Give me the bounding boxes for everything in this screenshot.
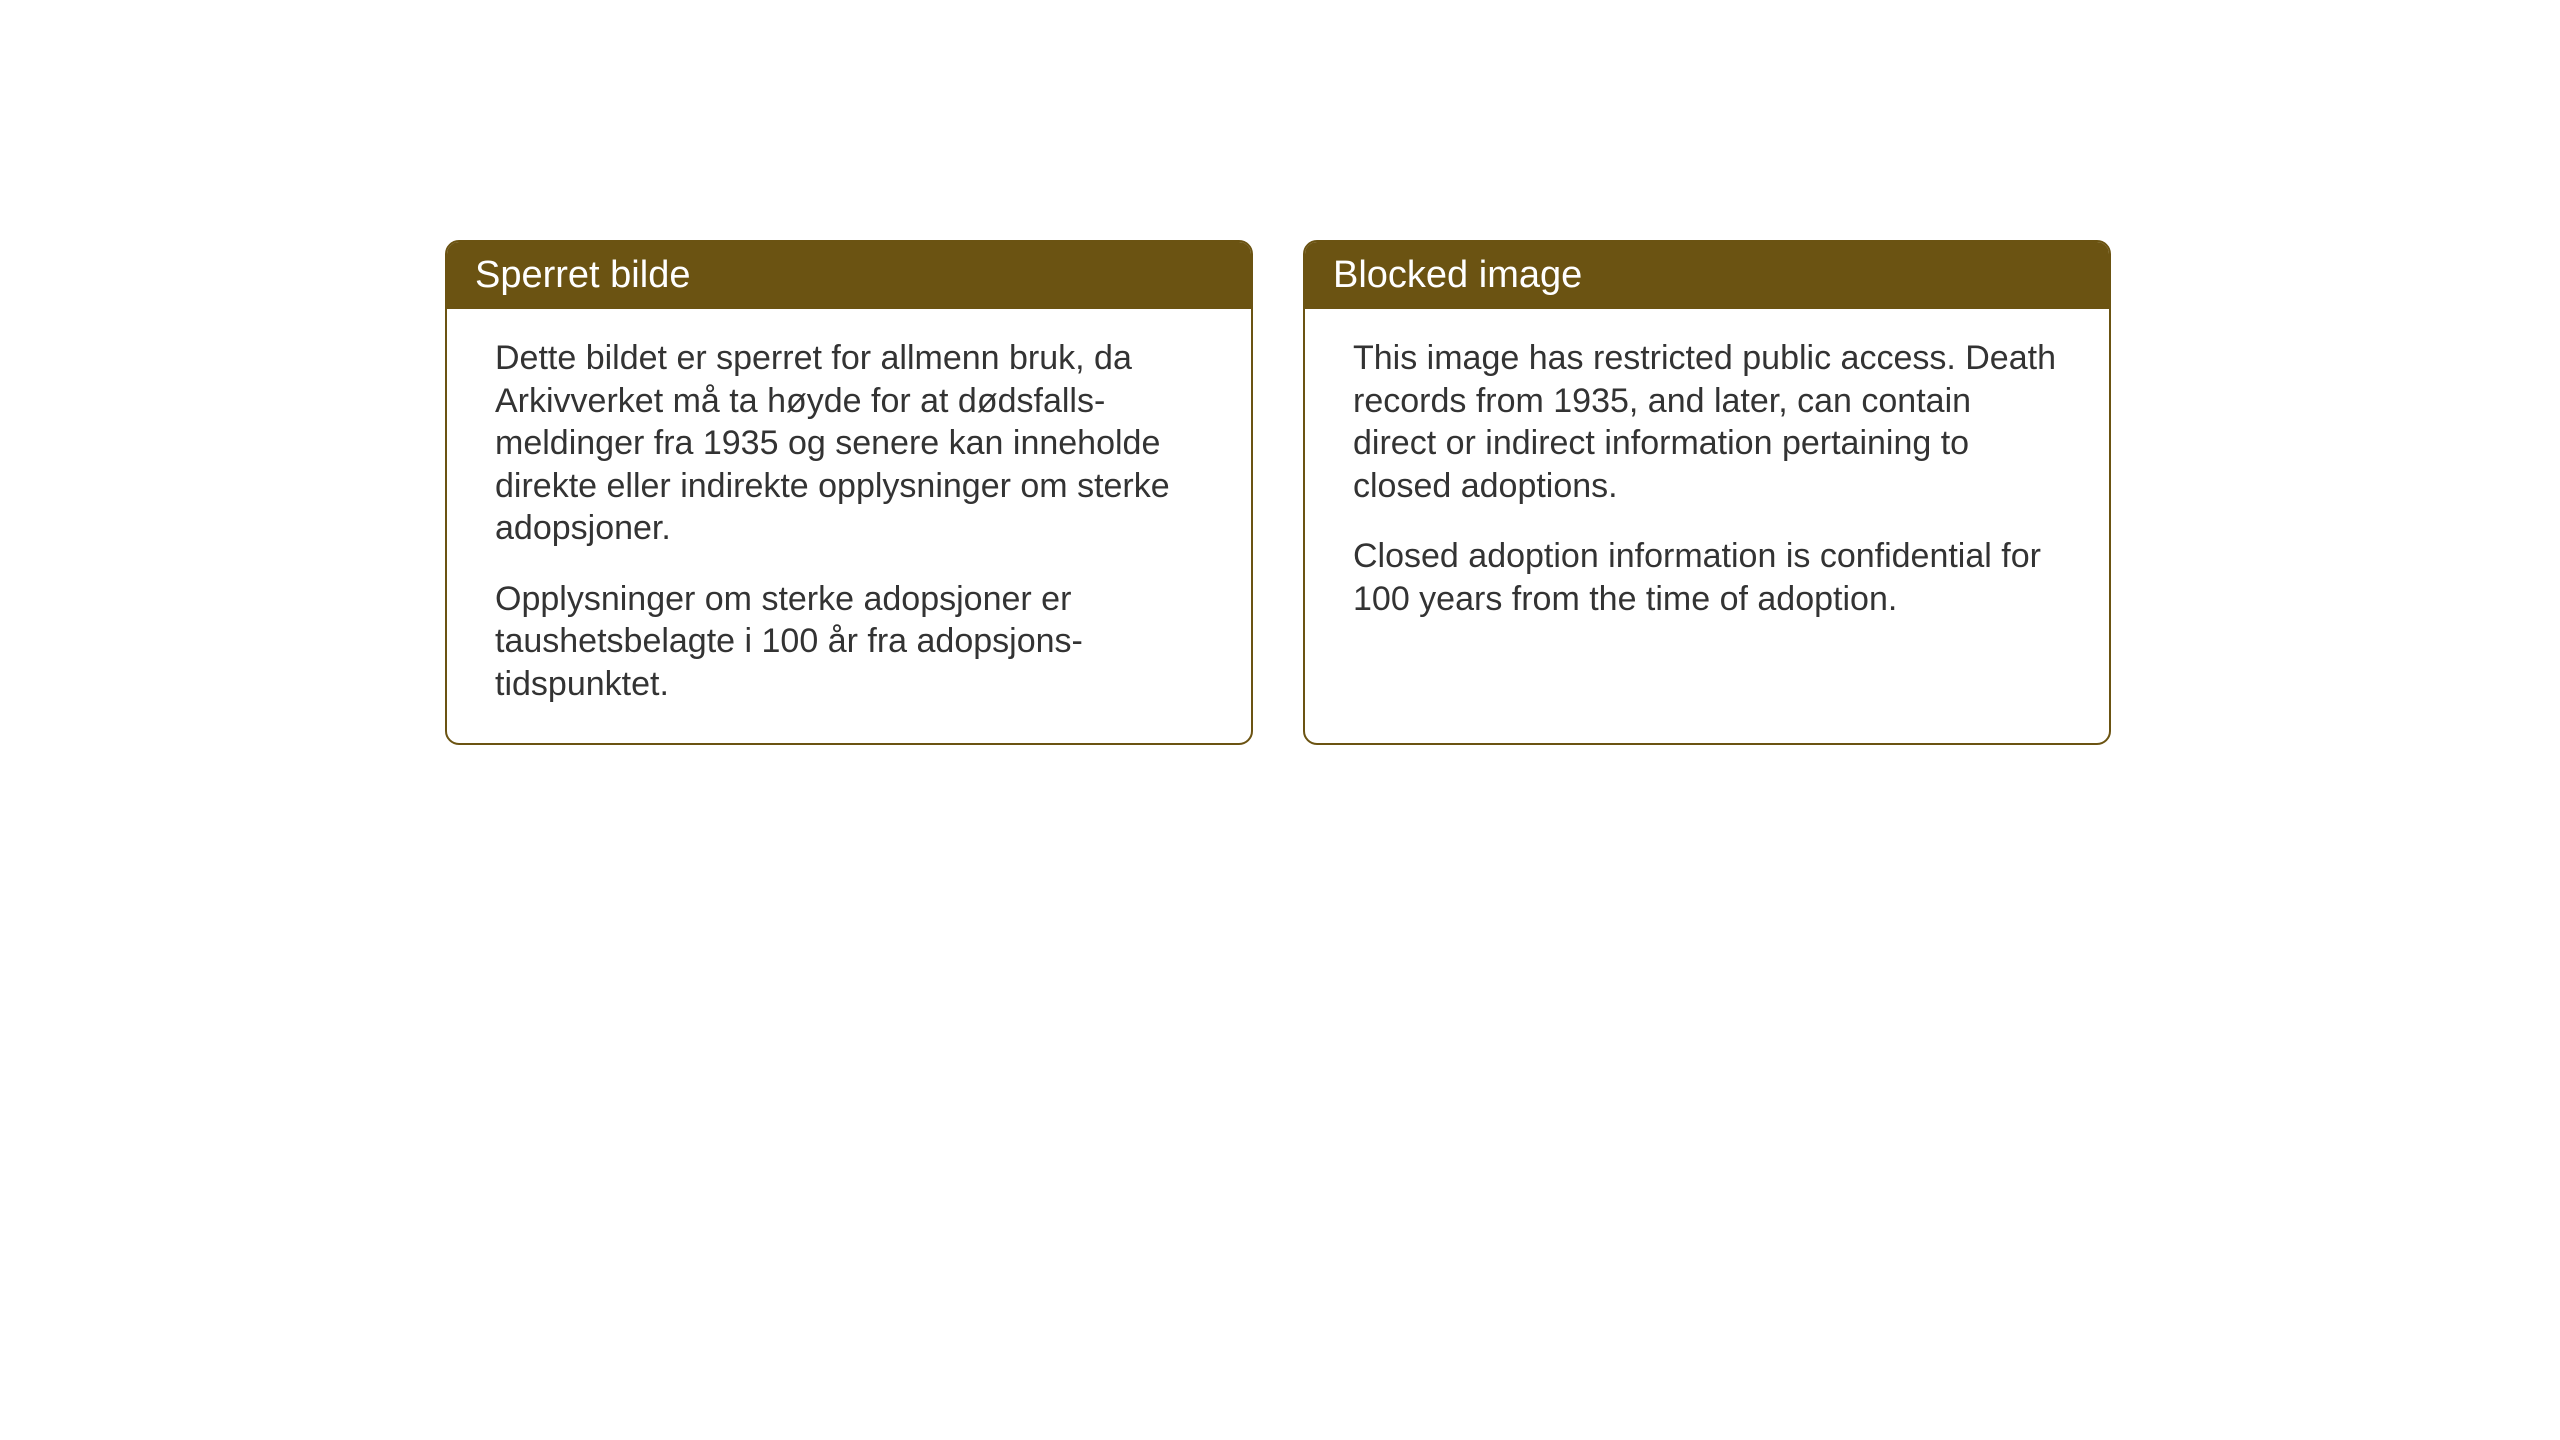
card-title: Blocked image: [1333, 254, 1582, 296]
card-body-norwegian: Dette bildet er sperret for allmenn bruk…: [447, 309, 1251, 743]
card-paragraph: Closed adoption information is confident…: [1353, 535, 2061, 620]
card-title: Sperret bilde: [475, 254, 690, 296]
card-english: Blocked image This image has restricted …: [1303, 240, 2111, 745]
card-paragraph: Dette bildet er sperret for allmenn bruk…: [495, 337, 1203, 550]
card-body-english: This image has restricted public access.…: [1305, 309, 2109, 658]
card-paragraph: Opplysninger om sterke adopsjoner er tau…: [495, 578, 1203, 706]
card-header-norwegian: Sperret bilde: [447, 242, 1251, 309]
card-paragraph: This image has restricted public access.…: [1353, 337, 2061, 507]
card-norwegian: Sperret bilde Dette bildet er sperret fo…: [445, 240, 1253, 745]
cards-container: Sperret bilde Dette bildet er sperret fo…: [445, 240, 2111, 745]
card-header-english: Blocked image: [1305, 242, 2109, 309]
